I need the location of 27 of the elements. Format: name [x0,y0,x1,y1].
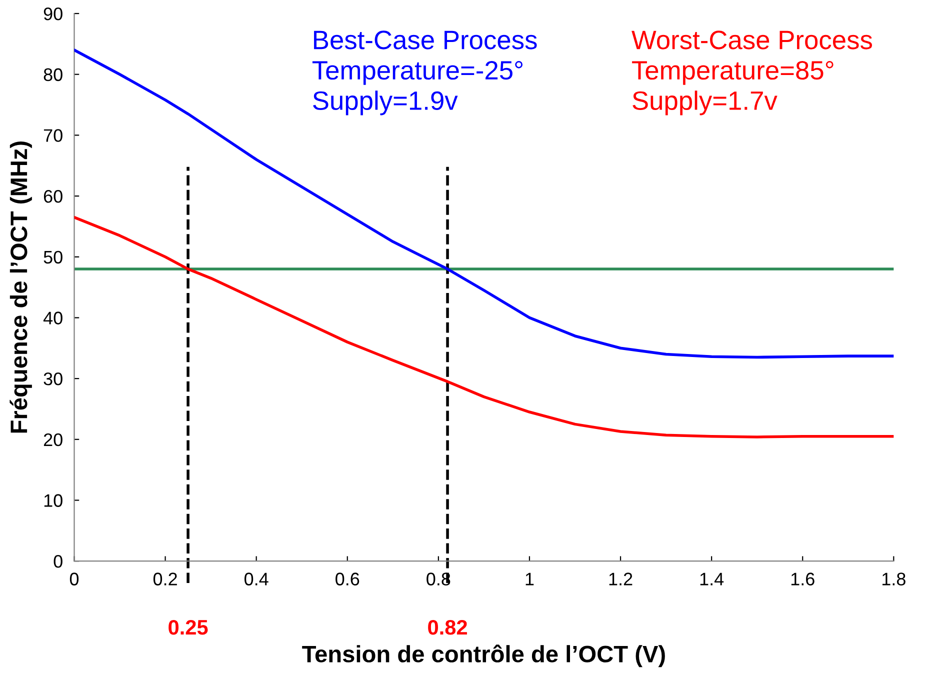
text: Best-Case Process Temperature=-25° Supply=1.9v [312,30,537,116]
y-tick-label: 0 [54,555,62,568]
y-tick-label: 50 [44,250,62,264]
x-tick-label: 0.6 [336,572,360,586]
y-tick-label: 70 [44,129,62,142]
line-series [74,48,894,359]
ref-line-label: 0.82 [428,620,467,635]
ref-line-label: 0.25 [168,620,208,635]
x-tick-label: 1.6 [791,572,814,586]
x-tick-label: 0.2 [153,572,177,586]
line-series [74,216,894,438]
y-tick-label: 10 [44,494,62,507]
y-tick-label: 30 [44,372,62,386]
y-tick-label: 60 [44,190,62,203]
x-tick-label: 1 [526,572,534,586]
y-axis-title: Fréquence de l’OCT (MHz) [10,142,32,433]
x-tick-label: 1.8 [882,572,906,586]
x-tick-label: 0 [70,572,79,586]
y-tick-label: 40 [43,312,62,324]
y-tick-label: 80 [44,68,62,82]
x-axis-title: Tension de contrôle de l’OCT (V) [302,644,665,668]
y-tick-label: 20 [44,433,62,446]
text: Worst-Case Process Temperature=85° Supply=1.7v [632,30,872,116]
x-tick-label: 1.4 [700,572,724,586]
x-tick-label: 0.4 [244,572,268,586]
y-tick-label: 90 [44,7,62,20]
x-tick-label: 1.2 [609,572,632,586]
